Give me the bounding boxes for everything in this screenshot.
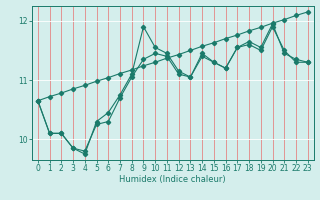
X-axis label: Humidex (Indice chaleur): Humidex (Indice chaleur) <box>119 175 226 184</box>
